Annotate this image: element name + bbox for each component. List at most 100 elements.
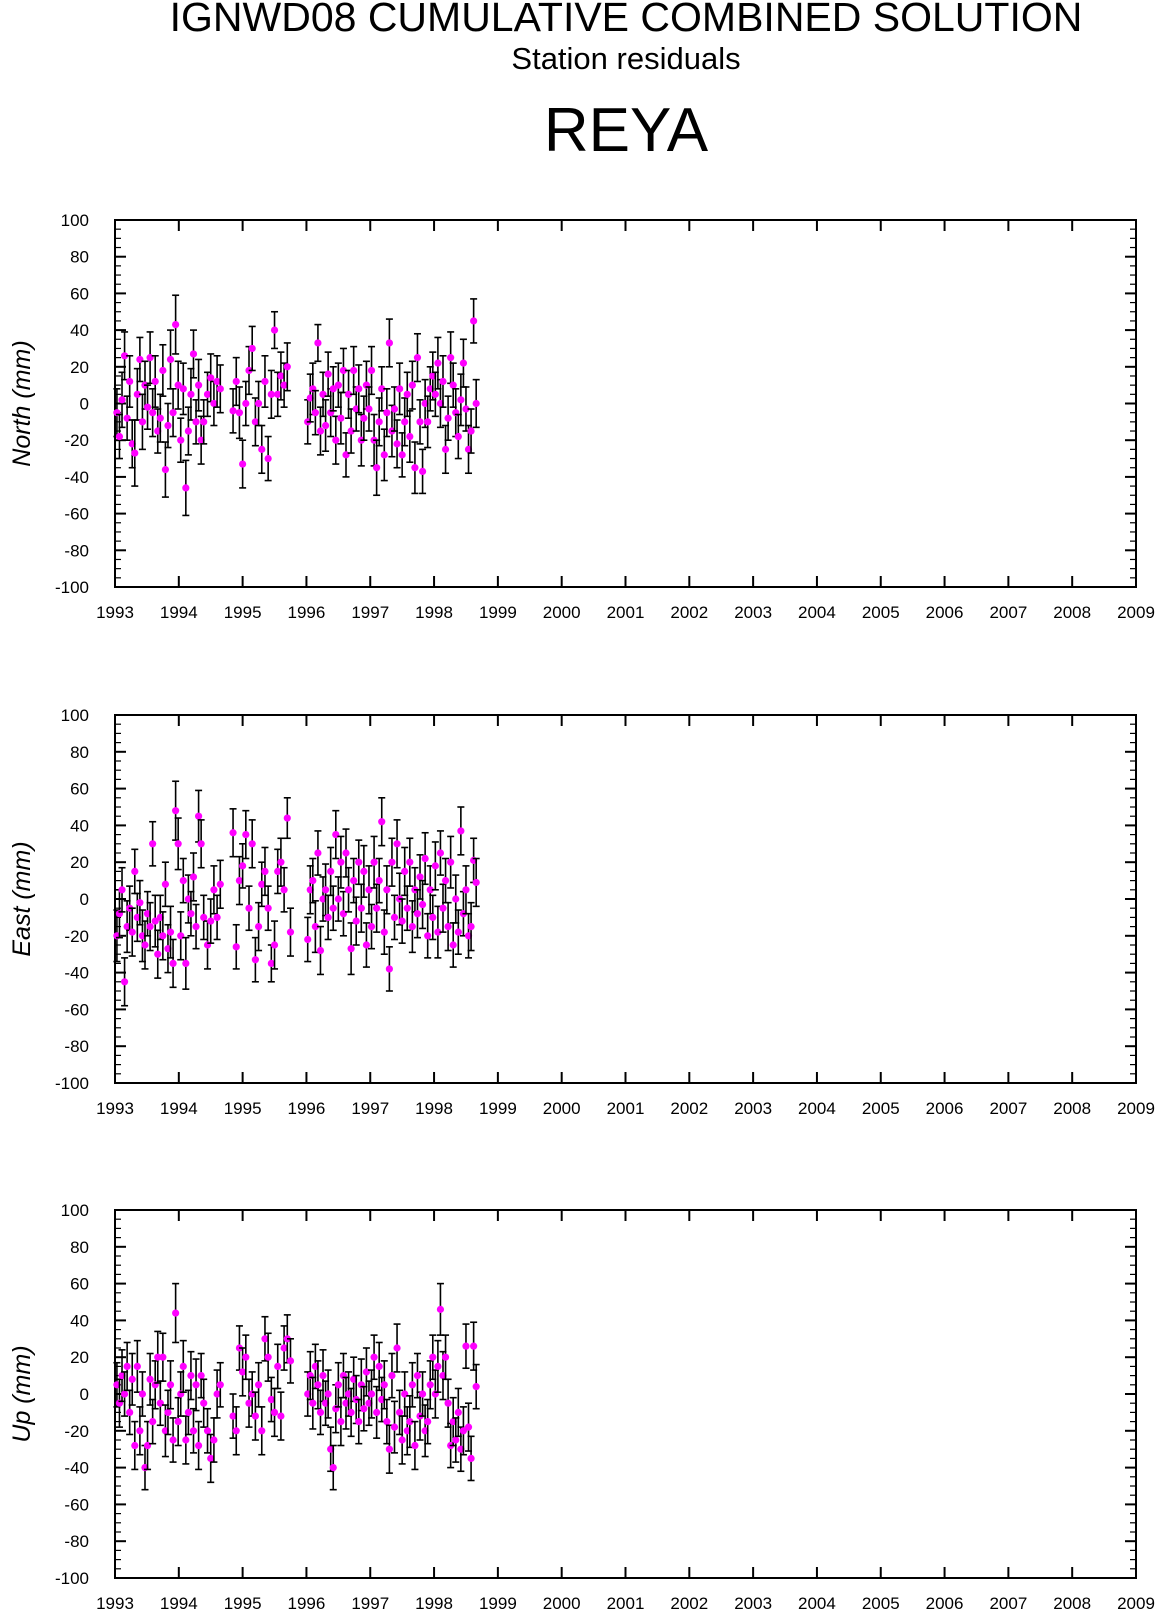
data-point (362, 941, 371, 949)
data-point (380, 451, 388, 459)
data-point (452, 895, 460, 903)
data-point (261, 867, 269, 876)
data-point (309, 1399, 317, 1407)
x-tick-label: 2008 (1053, 1594, 1091, 1613)
y-tick-label: 0 (80, 395, 89, 414)
data-point (172, 1309, 180, 1317)
data-point (258, 445, 266, 453)
data-point (229, 829, 237, 837)
data-point (232, 377, 240, 386)
data-point (239, 460, 247, 468)
data-point (464, 1423, 473, 1431)
x-tick-label: 1996 (288, 1594, 326, 1613)
y-tick-label: 100 (61, 706, 89, 725)
data-point (179, 1362, 187, 1370)
data-point (347, 1408, 355, 1416)
data-point (154, 1353, 162, 1361)
data-point (138, 1390, 147, 1398)
data-point (213, 913, 221, 922)
data-point (347, 427, 355, 435)
data-point (373, 464, 381, 472)
data-point (172, 320, 180, 329)
data-point (418, 467, 427, 475)
data-point (321, 886, 330, 894)
data-point (184, 427, 192, 435)
data-point (401, 867, 409, 876)
data-point (457, 396, 465, 404)
data-point (286, 1357, 295, 1365)
data-point (169, 959, 177, 968)
data-point (370, 858, 378, 866)
data-point (203, 390, 212, 398)
y-tick-label: 80 (70, 743, 89, 762)
data-point (447, 858, 455, 866)
data-point (194, 1441, 203, 1450)
data-point (327, 867, 335, 876)
y-tick-label: -60 (64, 505, 89, 524)
data-point (441, 877, 450, 885)
data-point (159, 366, 167, 375)
data-point (390, 1423, 399, 1431)
data-point (251, 418, 259, 426)
y-tick-label: -20 (64, 927, 89, 946)
data-point (406, 858, 414, 866)
data-point (457, 827, 465, 835)
x-tick-label: 1998 (415, 1099, 453, 1118)
data-point (350, 877, 358, 885)
data-point (385, 965, 393, 973)
x-tick-label: 1999 (479, 1594, 517, 1613)
data-point (136, 1427, 144, 1435)
y-tick-label: 40 (70, 816, 89, 835)
x-tick-label: 2002 (670, 1594, 708, 1613)
data-point (254, 923, 263, 931)
data-point (378, 818, 386, 826)
data-point (309, 877, 317, 885)
data-point (187, 390, 195, 398)
y-tick-label: -80 (64, 541, 89, 560)
panel-1: 100 80 60 40 20 0 -20 -40 -60 -80 -100 1993 1994 1995… (8, 706, 1155, 1118)
data-point (380, 1381, 388, 1389)
data-point (146, 923, 154, 931)
data-point (200, 1399, 208, 1407)
y-tick-label: 20 (70, 853, 89, 872)
chart-subtitle: Station residuals (511, 41, 741, 76)
data-point (151, 377, 159, 386)
data-point (169, 1436, 177, 1444)
data-point (131, 1441, 139, 1450)
data-point (136, 899, 144, 907)
data-point (383, 409, 391, 417)
data-point (216, 880, 224, 888)
data-point (197, 1372, 205, 1380)
data-point (229, 407, 237, 415)
data-point (235, 409, 244, 417)
data-point (429, 913, 437, 922)
data-point (133, 1362, 141, 1370)
data-point (388, 1372, 396, 1380)
data-point (329, 385, 337, 393)
data-point (194, 381, 203, 389)
y-tick-label: 100 (61, 211, 89, 230)
x-tick-label: 1996 (288, 1099, 326, 1118)
data-point (424, 1418, 432, 1426)
data-point (398, 451, 406, 459)
y-tick-label: 40 (70, 321, 89, 340)
x-tick-label: 2006 (926, 1594, 964, 1613)
data-point (444, 923, 452, 931)
data-point (280, 886, 288, 894)
data-point (245, 904, 253, 912)
data-point (277, 858, 285, 866)
data-point (462, 405, 470, 413)
x-tick-label: 2000 (543, 1594, 581, 1613)
data-point (126, 1408, 134, 1416)
data-point (339, 366, 348, 375)
data-point (332, 436, 340, 444)
data-point (174, 840, 182, 848)
data-point (472, 1383, 480, 1391)
data-point (406, 432, 414, 441)
data-point (115, 432, 124, 441)
panel-0: 100 80 60 40 20 0 -20 -40 -60 -80 -100 1993 1994 1995… (8, 211, 1155, 622)
x-tick-label: 2004 (798, 1594, 836, 1613)
x-tick-label: 2009 (1117, 1594, 1155, 1613)
data-point (355, 858, 363, 866)
